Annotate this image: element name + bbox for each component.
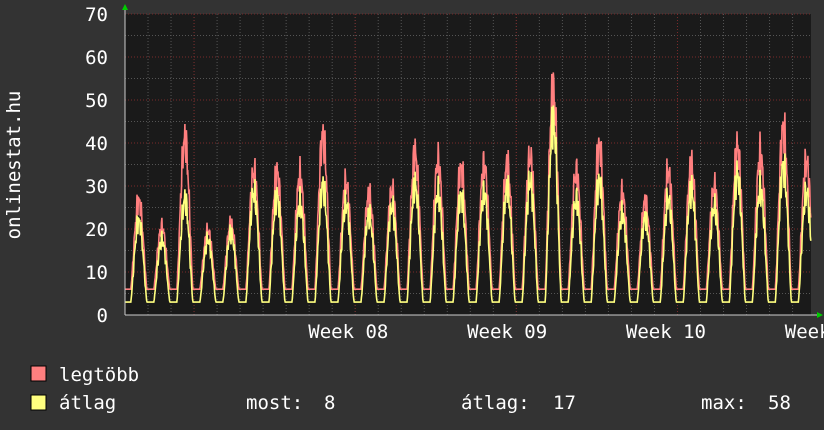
series-group — [125, 72, 812, 303]
stat-avg-value: 17 — [553, 392, 576, 414]
stat-avg-label: átlag: — [461, 392, 530, 414]
legend-swatch-max — [30, 365, 47, 382]
y-axis-arrow — [122, 4, 128, 10]
stat-max-label: max: — [701, 392, 747, 414]
y-tick-label: 0 — [97, 305, 108, 327]
y-tick-label: 20 — [85, 219, 108, 241]
x-tick-label: Week 11 — [785, 321, 824, 343]
x-tick-label: Week 08 — [308, 321, 388, 343]
y-tick-label: 50 — [85, 90, 108, 112]
legend-swatch-avg — [30, 394, 47, 411]
stat-max-value: 58 — [768, 392, 791, 414]
stat-now-label: most: — [246, 392, 303, 414]
series-line-avg — [125, 105, 812, 303]
y-tick-label: 70 — [85, 4, 108, 26]
x-tick-label: Week 09 — [467, 321, 547, 343]
y-tick-labels: 0 10 20 30 40 50 60 70 — [85, 4, 108, 327]
stat-now-value: 8 — [324, 392, 335, 414]
x-tick-label: Week 10 — [626, 321, 706, 343]
legend-label-avg: átlag — [59, 392, 116, 414]
x-tick-labels: Week 08 Week 09 Week 10 Week 11 — [308, 321, 824, 343]
series-line-max — [125, 72, 812, 291]
legend-label-max: legtöbb — [59, 364, 139, 386]
y-tick-label: 60 — [85, 47, 108, 69]
side-label: onlinestat.hu — [3, 91, 25, 240]
y-tick-label: 40 — [85, 133, 108, 155]
x-axis-arrow — [817, 312, 823, 318]
grid-major — [125, 13, 811, 315]
legend: legtöbb átlag most: 8 átlag: 17 max: 58 — [30, 364, 791, 414]
axes — [122, 4, 823, 318]
y-tick-label: 30 — [85, 176, 108, 198]
y-tick-label: 10 — [85, 262, 108, 284]
